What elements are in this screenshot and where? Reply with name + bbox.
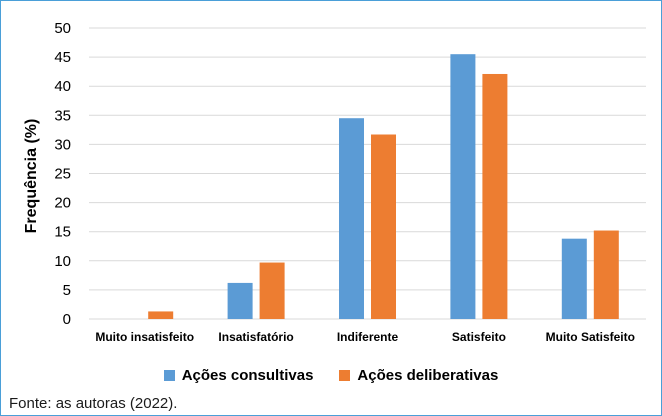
legend-item-deliberativas: Ações deliberativas <box>339 367 498 384</box>
y-tick-labels: 0 5 10 15 20 25 30 35 40 45 50 <box>54 20 71 328</box>
bar-consultivas <box>339 118 364 320</box>
y-tick-label: 35 <box>54 107 71 124</box>
bar-deliberativas <box>371 134 396 319</box>
legend-item-consultivas: Ações consultivas <box>163 367 314 384</box>
x-tick-label: Muito Satisfeito <box>546 330 635 344</box>
legend-swatch-consultivas <box>163 370 175 381</box>
legend-label-consultivas: Ações consultivas <box>181 367 314 384</box>
bar-deliberativas <box>259 262 285 319</box>
x-tick-label: Muito insatisfeito <box>95 330 194 344</box>
y-tick-label: 0 <box>63 311 71 328</box>
y-tick-label: 40 <box>54 78 71 95</box>
y-axis-label: Frequência (%) <box>23 119 40 234</box>
bar-chart: 0 5 10 15 20 25 30 35 40 45 50 Muito insatisfeito I… <box>23 20 646 344</box>
x-tick-label: Indiferente <box>337 330 399 344</box>
y-tick-label: 50 <box>54 20 71 37</box>
y-tick-label: 25 <box>54 166 71 183</box>
bar-consultivas <box>450 54 476 319</box>
y-tick-label: 30 <box>54 136 71 153</box>
bar-deliberativas <box>593 230 619 319</box>
legend-swatch-deliberativas <box>339 370 351 381</box>
y-tick-label: 10 <box>54 253 71 270</box>
y-tick-label: 45 <box>54 49 71 66</box>
x-tick-labels: Muito insatisfeito Insatisfatório Indifere… <box>95 330 635 344</box>
gridlines <box>89 27 646 320</box>
legend-label-deliberativas: Ações deliberativas <box>357 367 499 384</box>
y-tick-label: 20 <box>54 195 71 212</box>
bar-consultivas <box>561 238 587 319</box>
x-tick-label: Insatisfatório <box>218 330 293 344</box>
y-tick-label: 15 <box>54 224 71 241</box>
bar-consultivas <box>227 282 253 319</box>
bars <box>148 54 619 320</box>
x-tick-label: Satisfeito <box>452 330 506 344</box>
y-tick-label: 5 <box>63 282 71 299</box>
bar-deliberativas <box>482 73 508 319</box>
bar-deliberativas <box>148 311 174 319</box>
legend: Ações consultivas Ações deliberativas <box>1 367 661 384</box>
figure-caption: Fonte: as autoras (2022). <box>9 395 178 412</box>
